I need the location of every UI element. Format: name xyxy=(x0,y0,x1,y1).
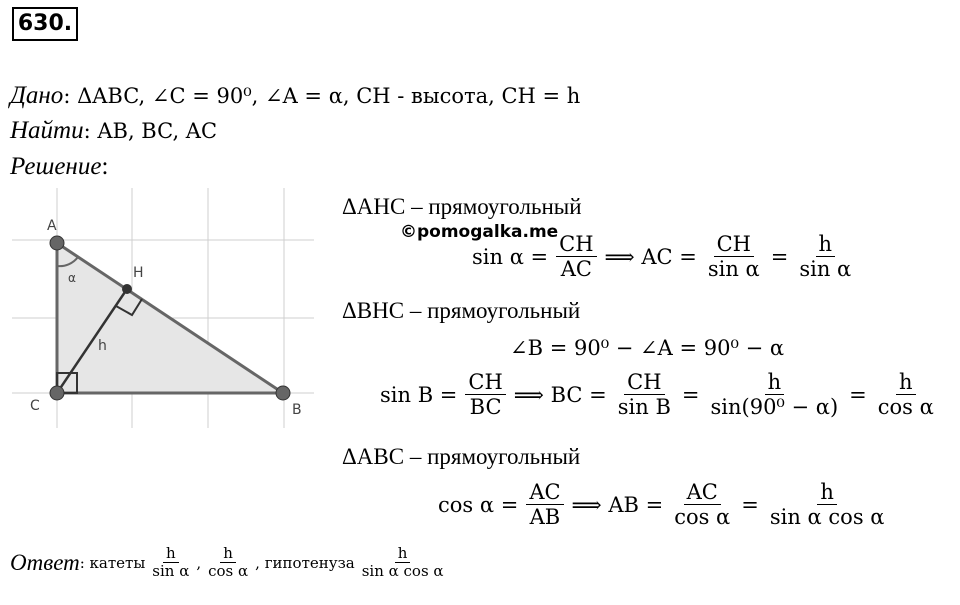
fraction: h cos α xyxy=(873,370,939,419)
point-c xyxy=(49,385,65,401)
label-h: H xyxy=(133,265,144,281)
math-text: = xyxy=(681,382,700,407)
denominator: sin(90⁰ − α) xyxy=(710,395,839,420)
fraction: h sin(90⁰ − α) xyxy=(706,370,844,419)
given-text: : ΔABC, ∠C = 90⁰, ∠A = α, CH - высота, C… xyxy=(63,84,581,108)
label-alpha: α xyxy=(68,271,76,285)
step-heading: ΔBHC – прямоугольный xyxy=(342,298,581,323)
fraction: CH sin α xyxy=(703,232,765,281)
fraction: h sin α xyxy=(794,232,856,281)
math-text: ⟹ AB = xyxy=(571,492,664,517)
fraction: CH AC xyxy=(554,232,598,281)
given-line: Дано: ΔABC, ∠C = 90⁰, ∠A = α, CH - высот… xyxy=(10,82,580,110)
math-text: sin α = xyxy=(472,244,549,269)
fraction: CH sin B xyxy=(613,370,676,419)
denominator: cos α xyxy=(877,395,934,420)
label-c: C xyxy=(30,398,40,414)
given-label: Дано xyxy=(10,82,64,109)
numerator: h xyxy=(162,544,179,564)
numerator: AC xyxy=(526,480,564,506)
fraction: AC AB xyxy=(524,480,565,529)
step-heading: ΔABC – прямоугольный xyxy=(342,444,581,469)
fraction: AC cos α xyxy=(669,480,735,529)
formula: sin α = CH AC ⟹ AC = CH sin α = h sin α xyxy=(472,232,856,281)
label-a: A xyxy=(47,218,57,234)
denominator: sin α cos α xyxy=(769,505,885,530)
denominator: BC xyxy=(469,395,502,420)
math-text: ⟹ BC = xyxy=(513,382,607,407)
answer-formula: : катеты h sin α, h cos α, гипотенуза h sin α … xyxy=(79,544,449,581)
numerator: h xyxy=(896,370,916,396)
fraction: h sin α cos α xyxy=(357,544,449,581)
math-text: = xyxy=(849,382,867,407)
find-line: Найти: AB, BC, AC xyxy=(10,117,217,145)
formula: ∠B = 90⁰ − ∠A = 90⁰ − α xyxy=(510,336,784,360)
math-text: = xyxy=(770,244,789,269)
denominator: AC xyxy=(560,257,592,282)
numerator: CH xyxy=(465,370,506,396)
find-text: : AB, BC, AC xyxy=(83,119,218,143)
find-label: Найти xyxy=(10,117,84,144)
math-text: , гипотенуза xyxy=(255,553,355,572)
denominator: AB xyxy=(529,505,561,530)
label-h-length: h xyxy=(98,338,107,354)
fraction: h sin α cos α xyxy=(765,480,890,529)
fraction: CH BC xyxy=(463,370,507,419)
solution-line: Решение: xyxy=(10,153,108,181)
math-text: sin B = xyxy=(380,382,458,407)
solution-text: : xyxy=(101,153,109,180)
point-a xyxy=(49,235,65,251)
numerator: h xyxy=(817,480,837,506)
numerator: h xyxy=(220,544,236,564)
right-angle-c xyxy=(56,372,78,394)
math-text: , xyxy=(196,553,202,572)
fraction: h cos α xyxy=(203,544,253,581)
fraction: h sin α xyxy=(147,544,194,581)
math-text: ∠B = 90⁰ − ∠A = 90⁰ − α xyxy=(510,336,785,360)
math-text: ⟹ AC = xyxy=(604,244,697,269)
numerator: CH xyxy=(556,232,597,258)
point-h xyxy=(122,284,132,294)
math-text: = xyxy=(741,492,759,517)
angle-arc xyxy=(56,256,79,268)
formula: cos α = AC AB ⟹ AB = AC cos α = h sin α cos α xyxy=(438,480,889,529)
step-heading: ΔAHC – прямоугольный xyxy=(342,194,582,219)
denominator: cos α xyxy=(674,505,731,530)
numerator: h xyxy=(764,370,785,396)
numerator: h xyxy=(815,232,836,258)
denominator: sin α cos α xyxy=(361,562,444,581)
answer-line: Ответ: катеты h sin α, h cos α, гипотенуза h s… xyxy=(10,544,449,581)
numerator: AC xyxy=(683,480,721,506)
numerator: CH xyxy=(713,232,754,258)
watermark: ©pomogalka.me xyxy=(400,222,559,242)
numerator: CH xyxy=(624,370,665,396)
numerator: h xyxy=(394,544,411,564)
figure: A H α h C B xyxy=(12,188,314,428)
denominator: sin α xyxy=(707,257,760,282)
denominator: cos α xyxy=(208,562,249,581)
height xyxy=(55,288,129,394)
point-b xyxy=(275,385,291,401)
right-angle-h xyxy=(115,298,143,317)
formula: sin B = CH BC ⟹ BC = CH sin B = h sin(90⁰ − α) = h… xyxy=(380,370,939,419)
math-text: cos α = xyxy=(438,492,519,517)
solution-label: Решение xyxy=(10,153,102,180)
problem-number: 630. xyxy=(12,7,78,41)
label-b: B xyxy=(292,402,302,418)
answer-label: Ответ xyxy=(10,549,80,575)
triangle xyxy=(55,240,288,395)
denominator: sin α xyxy=(799,257,852,282)
denominator: sin α xyxy=(152,562,190,581)
math-text: : катеты xyxy=(79,553,146,572)
denominator: sin B xyxy=(617,395,671,420)
